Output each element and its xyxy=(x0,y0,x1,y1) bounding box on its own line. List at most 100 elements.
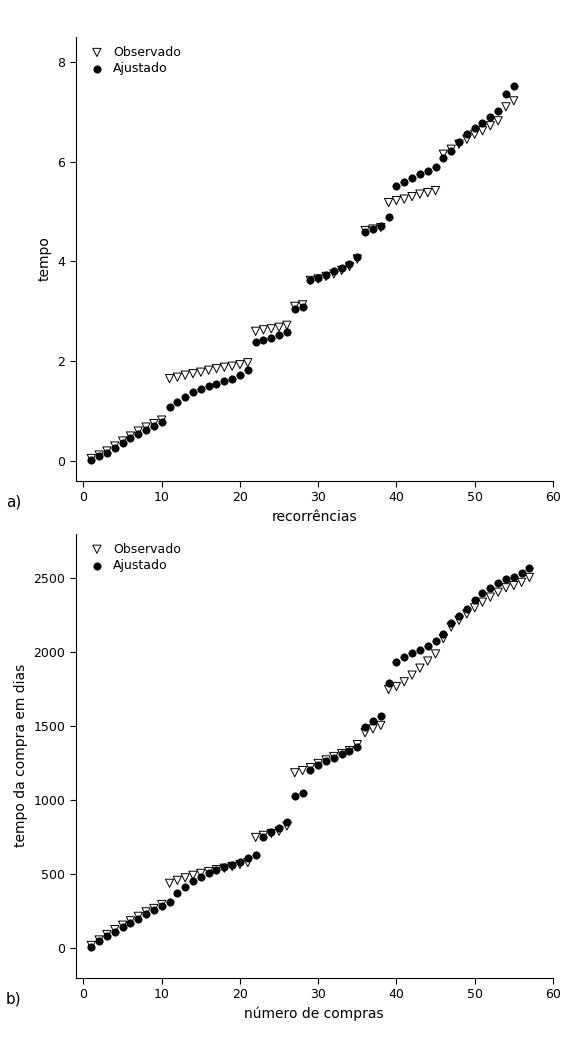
Observado xyxy=(102,926,112,943)
Ajustado xyxy=(290,300,299,317)
Observado xyxy=(282,818,292,835)
Observado xyxy=(478,594,487,611)
Ajustado xyxy=(275,819,284,836)
Ajustado xyxy=(298,299,307,316)
Ajustado xyxy=(165,398,174,415)
Ajustado xyxy=(455,133,464,150)
Observado xyxy=(141,904,151,921)
Observado xyxy=(173,872,182,889)
Y-axis label: tempo da compra em dias: tempo da compra em dias xyxy=(14,664,28,848)
Observado xyxy=(306,272,315,289)
Observado xyxy=(392,192,401,209)
Observado xyxy=(368,221,378,238)
Ajustado xyxy=(196,381,205,397)
Ajustado xyxy=(337,259,346,276)
Observado xyxy=(173,369,182,386)
Observado xyxy=(470,126,480,143)
Legend: Observado, Ajustado: Observado, Ajustado xyxy=(82,43,183,78)
Observado xyxy=(235,356,244,373)
Ajustado xyxy=(126,429,135,446)
Observado xyxy=(134,423,143,440)
Observado xyxy=(87,450,96,467)
Observado xyxy=(360,222,370,239)
Observado xyxy=(462,131,471,148)
Observado xyxy=(243,854,253,871)
Ajustado xyxy=(251,847,260,864)
Observado xyxy=(118,432,127,449)
Ajustado xyxy=(384,208,393,225)
Observado xyxy=(298,296,307,313)
Ajustado xyxy=(478,585,487,601)
Ajustado xyxy=(470,592,480,609)
Ajustado xyxy=(267,824,276,841)
Ajustado xyxy=(87,451,96,468)
Observado xyxy=(126,428,135,445)
Ajustado xyxy=(439,149,448,166)
Observado xyxy=(392,678,401,694)
Ajustado xyxy=(141,421,151,438)
Ajustado xyxy=(478,114,487,131)
Ajustado xyxy=(157,898,166,915)
Observado xyxy=(251,322,260,339)
Observado xyxy=(478,123,487,140)
Ajustado xyxy=(259,829,268,846)
Y-axis label: tempo: tempo xyxy=(38,237,52,281)
Observado xyxy=(384,194,393,211)
Ajustado xyxy=(110,923,119,940)
Observado xyxy=(415,186,424,203)
Ajustado xyxy=(345,742,354,759)
Observado xyxy=(87,937,96,953)
Ajustado xyxy=(439,626,448,643)
Observado xyxy=(446,141,456,157)
Observado xyxy=(149,415,158,432)
Ajustado xyxy=(431,159,440,175)
Ajustado xyxy=(329,263,339,280)
Observado xyxy=(431,182,440,199)
Observado xyxy=(189,867,198,884)
Ajustado xyxy=(180,878,190,895)
Ajustado xyxy=(360,719,370,736)
Ajustado xyxy=(173,885,182,902)
Observado xyxy=(157,411,166,428)
Ajustado xyxy=(455,608,464,625)
Observado xyxy=(228,858,237,875)
Ajustado xyxy=(235,854,244,871)
Observado xyxy=(470,599,480,616)
Observado xyxy=(149,900,158,916)
Observado xyxy=(165,875,174,892)
Observado xyxy=(290,298,299,315)
Ajustado xyxy=(118,919,127,935)
Ajustado xyxy=(470,119,480,136)
Observado xyxy=(400,190,409,207)
Ajustado xyxy=(353,249,362,266)
Observado xyxy=(494,583,503,600)
Ajustado xyxy=(149,418,158,434)
Ajustado xyxy=(392,653,401,670)
Observado xyxy=(235,856,244,873)
Ajustado xyxy=(415,641,424,657)
Legend: Observado, Ajustado: Observado, Ajustado xyxy=(82,540,183,575)
Text: a): a) xyxy=(6,495,21,509)
Observado xyxy=(329,748,339,765)
Ajustado xyxy=(509,569,519,586)
Ajustado xyxy=(360,223,370,240)
Observado xyxy=(431,646,440,663)
Ajustado xyxy=(259,332,268,349)
Ajustado xyxy=(267,330,276,347)
Ajustado xyxy=(118,434,127,451)
Observado xyxy=(196,364,205,381)
Observado xyxy=(455,135,464,152)
Ajustado xyxy=(446,615,456,632)
Observado xyxy=(228,357,237,374)
Ajustado xyxy=(141,906,151,923)
Observado xyxy=(204,863,214,879)
Ajustado xyxy=(243,361,253,378)
Observado xyxy=(314,271,323,288)
Ajustado xyxy=(157,413,166,430)
Ajustado xyxy=(110,440,119,457)
Ajustado xyxy=(509,77,519,94)
Observado xyxy=(337,262,346,279)
Observado xyxy=(126,912,135,929)
Ajustado xyxy=(149,902,158,919)
Observado xyxy=(306,759,315,776)
